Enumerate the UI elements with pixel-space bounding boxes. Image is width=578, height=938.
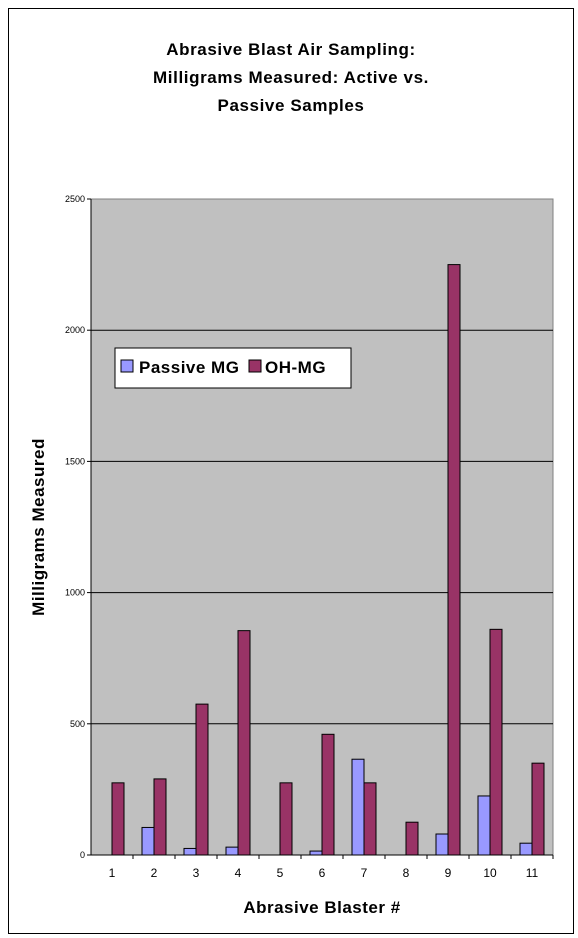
bar-passive-mg-4 [225, 846, 239, 856]
y-tick-label-0: 0 [80, 850, 85, 860]
legend-box [114, 347, 352, 389]
y-tick-label-2000: 2000 [65, 325, 85, 335]
legend: Passive MG OH-MG [114, 347, 352, 389]
bar-oh-mg-2 [153, 778, 167, 856]
x-tick-label-8: 8 [403, 866, 410, 880]
bar-oh-mg-11 [531, 762, 545, 856]
bar-oh-mg-3 [195, 703, 209, 856]
bar-oh-mg-4 [237, 630, 251, 856]
bar-oh-mg-1 [111, 782, 125, 856]
chart-title: Abrasive Blast Air Sampling: Milligrams … [8, 36, 574, 120]
legend-swatch-oh-mg [248, 359, 262, 373]
chart-title-line-3: Passive Samples [217, 96, 365, 115]
x-tick-label-10: 10 [483, 866, 497, 880]
x-axis-title: Abrasive Blaster # [243, 898, 400, 917]
bar-passive-mg-9 [435, 833, 449, 856]
legend-swatch-passive-mg [120, 359, 134, 373]
y-axis-ticks: 0 500 1000 1500 2000 2500 [65, 194, 91, 860]
x-axis-ticks: 1 2 3 4 5 6 7 8 9 10 11 [109, 855, 554, 880]
bars [111, 264, 545, 856]
x-tick-label-7: 7 [361, 866, 368, 880]
chart-title-line-1: Abrasive Blast Air Sampling: [166, 40, 416, 59]
x-tick-label-11: 11 [526, 866, 539, 880]
x-tick-label-6: 6 [319, 866, 326, 880]
y-tick-label-2500: 2500 [65, 194, 85, 204]
chart-title-line-2: Milligrams Measured: Active vs. [153, 68, 429, 87]
legend-label-passive-mg: Passive MG [139, 358, 239, 377]
bar-oh-mg-10 [489, 628, 503, 856]
legend-label-oh-mg: OH-MG [265, 358, 326, 377]
bar-oh-mg-5 [279, 782, 293, 856]
bar-passive-mg-6 [309, 850, 323, 856]
x-tick-label-5: 5 [277, 866, 284, 880]
y-tick-label-1000: 1000 [65, 588, 85, 598]
bar-passive-mg-7 [351, 758, 365, 856]
y-tick-label-500: 500 [70, 719, 85, 729]
bar-passive-mg-2 [141, 826, 155, 856]
bar-passive-mg-3 [183, 847, 197, 856]
y-axis-title: Milligrams Measured [29, 438, 48, 616]
x-tick-label-2: 2 [151, 866, 158, 880]
bar-oh-mg-9 [447, 264, 461, 856]
x-tick-label-9: 9 [445, 866, 452, 880]
bar-oh-mg-6 [321, 733, 335, 856]
bar-oh-mg-7 [363, 782, 377, 856]
x-tick-label-4: 4 [235, 866, 242, 880]
bar-passive-mg-11 [519, 842, 533, 856]
y-tick-label-1500: 1500 [65, 456, 85, 466]
bar-oh-mg-8 [405, 821, 419, 856]
gridlines [91, 329, 553, 725]
x-tick-label-3: 3 [193, 866, 200, 880]
x-tick-label-1: 1 [109, 866, 116, 880]
bar-passive-mg-10 [477, 795, 491, 856]
